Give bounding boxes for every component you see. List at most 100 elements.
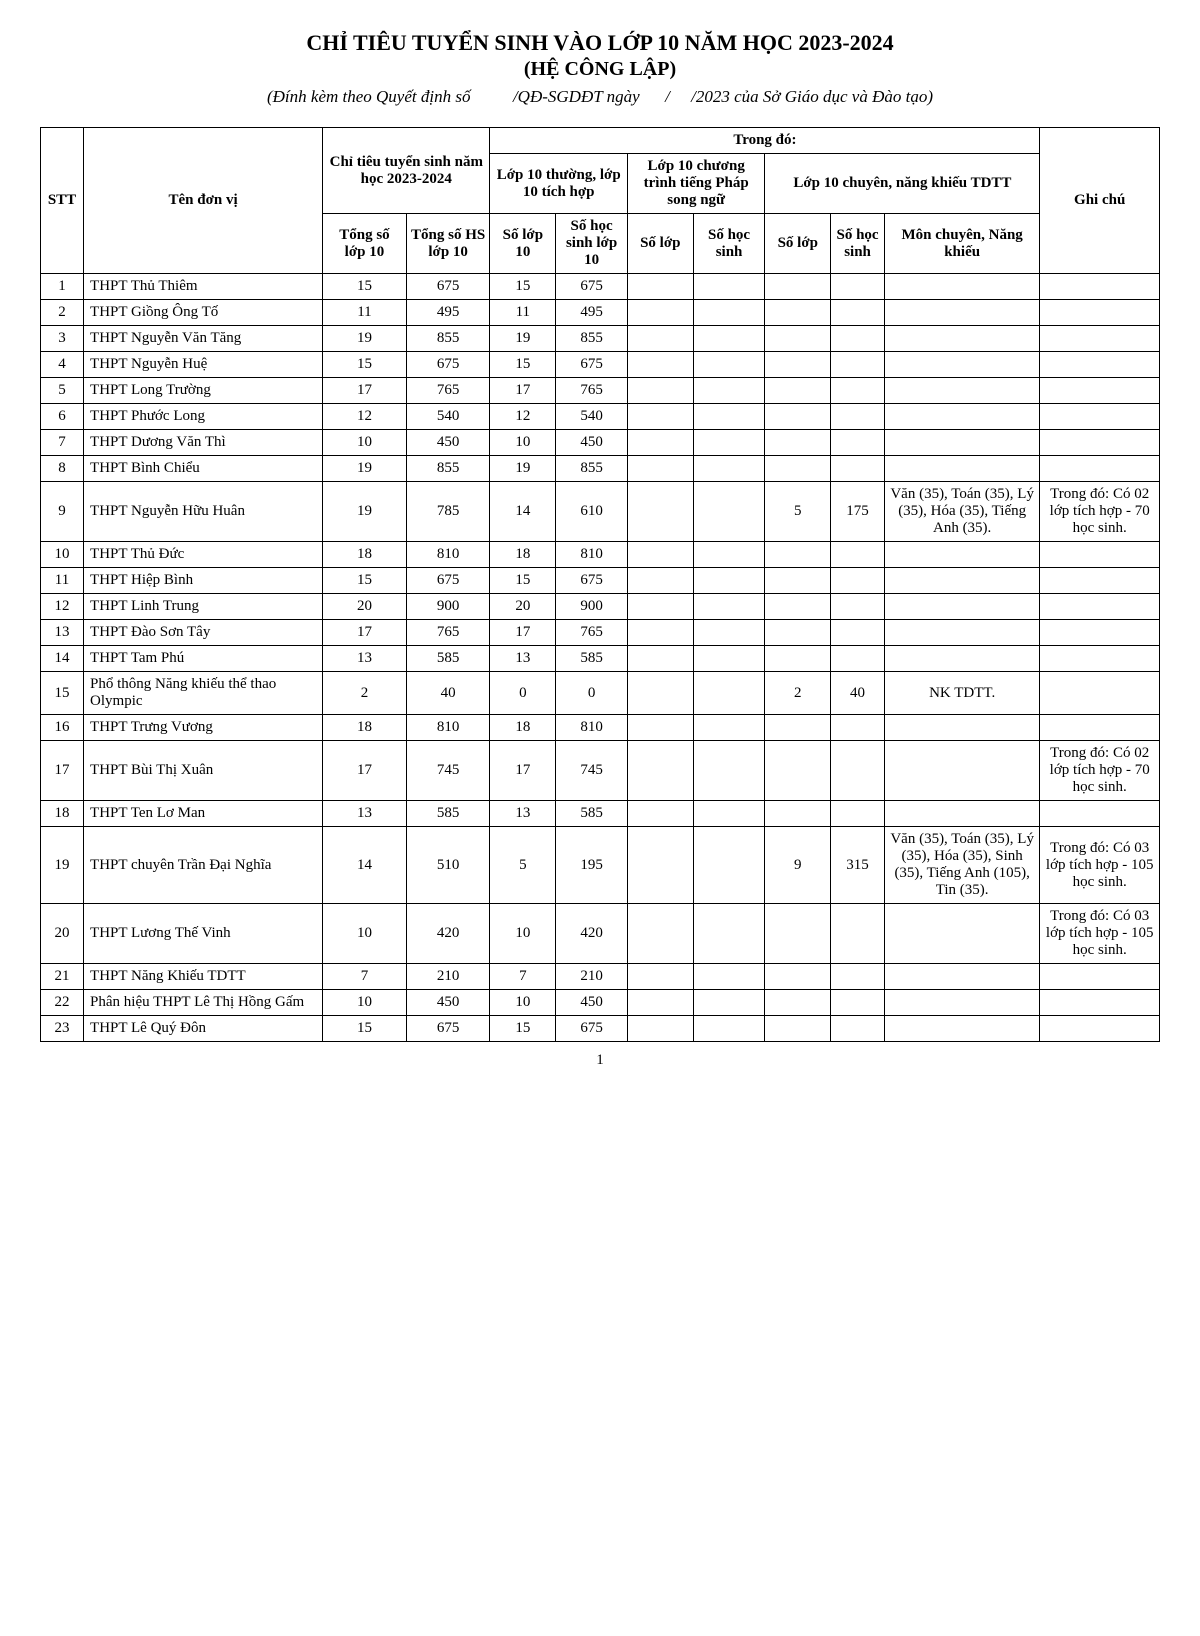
header-stt: STT bbox=[41, 128, 84, 274]
cell-pl bbox=[627, 482, 693, 542]
cell-tl: 17 bbox=[490, 378, 556, 404]
cell-th: 610 bbox=[556, 482, 628, 542]
cell-tonghs: 585 bbox=[406, 801, 490, 827]
cell-ch bbox=[831, 326, 885, 352]
document-title: CHỈ TIÊU TUYỂN SINH VÀO LỚP 10 NĂM HỌC 2… bbox=[40, 30, 1160, 56]
cell-name: THPT Phước Long bbox=[84, 404, 323, 430]
quota-table: STT Tên đơn vị Chỉ tiêu tuyển sinh năm h… bbox=[40, 127, 1160, 1042]
cell-cl: 5 bbox=[765, 482, 831, 542]
cell-mon bbox=[884, 594, 1039, 620]
cell-mon bbox=[884, 430, 1039, 456]
cell-tonghs: 675 bbox=[406, 1016, 490, 1042]
cell-stt: 2 bbox=[41, 300, 84, 326]
cell-tongsl: 15 bbox=[323, 568, 407, 594]
table-row: 11THPT Hiệp Bình1567515675 bbox=[41, 568, 1160, 594]
cell-ph bbox=[693, 715, 765, 741]
cell-pl bbox=[627, 456, 693, 482]
table-row: 15Phổ thông Năng khiếu thể thao Olympic2… bbox=[41, 672, 1160, 715]
table-row: 5THPT Long Trường1776517765 bbox=[41, 378, 1160, 404]
cell-mon bbox=[884, 404, 1039, 430]
cell-mon bbox=[884, 456, 1039, 482]
table-row: 13THPT Đào Sơn Tây1776517765 bbox=[41, 620, 1160, 646]
cell-ghichu bbox=[1040, 801, 1160, 827]
cell-th: 210 bbox=[556, 964, 628, 990]
cell-stt: 22 bbox=[41, 990, 84, 1016]
cell-ch bbox=[831, 904, 885, 964]
cell-tongsl: 10 bbox=[323, 430, 407, 456]
cell-stt: 12 bbox=[41, 594, 84, 620]
cell-th: 675 bbox=[556, 352, 628, 378]
cell-ghichu bbox=[1040, 430, 1160, 456]
header-chi-tieu: Chỉ tiêu tuyển sinh năm học 2023-2024 bbox=[323, 128, 490, 214]
cell-tongsl: 10 bbox=[323, 904, 407, 964]
cell-ch bbox=[831, 568, 885, 594]
cell-cl bbox=[765, 326, 831, 352]
cell-th: 675 bbox=[556, 274, 628, 300]
cell-pl bbox=[627, 904, 693, 964]
cell-tongsl: 7 bbox=[323, 964, 407, 990]
table-row: 9THPT Nguyễn Hữu Huân19785146105175Văn (… bbox=[41, 482, 1160, 542]
cell-ch: 315 bbox=[831, 827, 885, 904]
cell-name: THPT Trưng Vương bbox=[84, 715, 323, 741]
cell-stt: 13 bbox=[41, 620, 84, 646]
cell-ghichu bbox=[1040, 620, 1160, 646]
cell-tonghs: 495 bbox=[406, 300, 490, 326]
cell-ghichu bbox=[1040, 274, 1160, 300]
cell-tonghs: 765 bbox=[406, 378, 490, 404]
cell-stt: 16 bbox=[41, 715, 84, 741]
cell-stt: 6 bbox=[41, 404, 84, 430]
cell-th: 765 bbox=[556, 620, 628, 646]
cell-mon bbox=[884, 990, 1039, 1016]
table-row: 22Phân hiệu THPT Lê Thị Hồng Gấm10450104… bbox=[41, 990, 1160, 1016]
cell-ph bbox=[693, 542, 765, 568]
cell-mon bbox=[884, 1016, 1039, 1042]
cell-th: 450 bbox=[556, 430, 628, 456]
cell-pl bbox=[627, 672, 693, 715]
table-row: 14THPT Tam Phú1358513585 bbox=[41, 646, 1160, 672]
cell-name: THPT Nguyễn Hữu Huân bbox=[84, 482, 323, 542]
cell-cl bbox=[765, 801, 831, 827]
cell-ch: 40 bbox=[831, 672, 885, 715]
cell-ch bbox=[831, 352, 885, 378]
cell-cl bbox=[765, 904, 831, 964]
cell-ch: 175 bbox=[831, 482, 885, 542]
cell-mon bbox=[884, 741, 1039, 801]
cell-pl bbox=[627, 352, 693, 378]
cell-mon bbox=[884, 904, 1039, 964]
table-row: 17THPT Bùi Thị Xuân1774517745Trong đó: C… bbox=[41, 741, 1160, 801]
cell-ch bbox=[831, 594, 885, 620]
cell-ph bbox=[693, 404, 765, 430]
cell-stt: 21 bbox=[41, 964, 84, 990]
table-row: 23THPT Lê Quý Đôn1567515675 bbox=[41, 1016, 1160, 1042]
cell-tongsl: 15 bbox=[323, 1016, 407, 1042]
attachment-line: (Đính kèm theo Quyết định số /QĐ-SGDĐT n… bbox=[40, 87, 1160, 107]
cell-pl bbox=[627, 620, 693, 646]
cell-stt: 9 bbox=[41, 482, 84, 542]
cell-mon bbox=[884, 352, 1039, 378]
cell-th: 450 bbox=[556, 990, 628, 1016]
header-chuyen-sohs: Số học sinh bbox=[831, 214, 885, 274]
cell-ph bbox=[693, 568, 765, 594]
cell-ghichu bbox=[1040, 378, 1160, 404]
cell-pl bbox=[627, 801, 693, 827]
table-row: 3THPT Nguyễn Văn Tăng1985519855 bbox=[41, 326, 1160, 352]
cell-cl: 9 bbox=[765, 827, 831, 904]
cell-tl: 15 bbox=[490, 1016, 556, 1042]
cell-tl: 10 bbox=[490, 430, 556, 456]
cell-pl bbox=[627, 542, 693, 568]
cell-tonghs: 210 bbox=[406, 964, 490, 990]
cell-mon: Văn (35), Toán (35), Lý (35), Hóa (35), … bbox=[884, 482, 1039, 542]
cell-tongsl: 11 bbox=[323, 300, 407, 326]
cell-th: 585 bbox=[556, 801, 628, 827]
cell-tonghs: 585 bbox=[406, 646, 490, 672]
cell-ph bbox=[693, 378, 765, 404]
cell-tl: 10 bbox=[490, 904, 556, 964]
cell-name: THPT Nguyễn Huệ bbox=[84, 352, 323, 378]
cell-tl: 13 bbox=[490, 646, 556, 672]
cell-th: 765 bbox=[556, 378, 628, 404]
cell-tonghs: 810 bbox=[406, 715, 490, 741]
cell-tonghs: 855 bbox=[406, 326, 490, 352]
cell-tl: 0 bbox=[490, 672, 556, 715]
cell-ph bbox=[693, 620, 765, 646]
table-row: 6THPT Phước Long1254012540 bbox=[41, 404, 1160, 430]
